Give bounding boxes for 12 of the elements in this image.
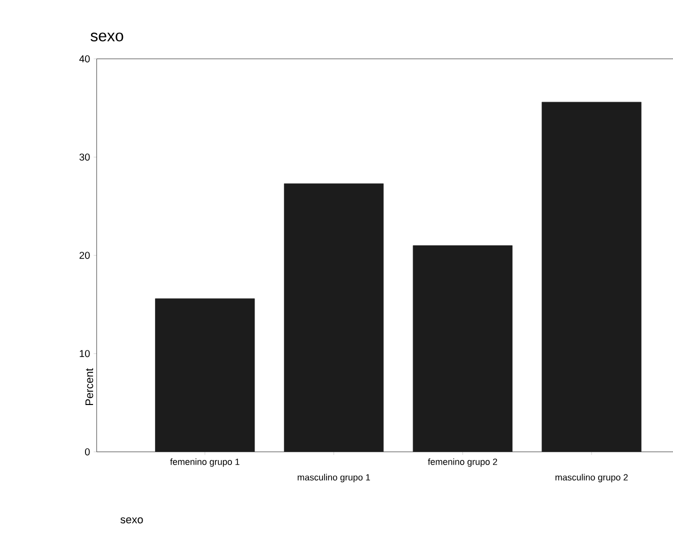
y-tick-label: 40: [79, 55, 90, 62]
x-tick-label: femenino grupo 1: [170, 458, 240, 467]
y-tick-label: 20: [80, 252, 90, 259]
x-tick-label: masculino grupo 2: [556, 474, 628, 482]
y-tick-label: 10: [80, 350, 90, 358]
y-axis-title: Percent: [86, 368, 94, 406]
x-tick-label: masculino grupo 1: [298, 474, 370, 482]
y-tick-label: 30: [79, 154, 90, 161]
y-tick-label: 0: [84, 448, 90, 456]
x-axis-title: sexo: [120, 517, 143, 524]
x-tick-label: femenino grupo 2: [428, 458, 498, 467]
chart-title: sexo: [90, 32, 124, 42]
